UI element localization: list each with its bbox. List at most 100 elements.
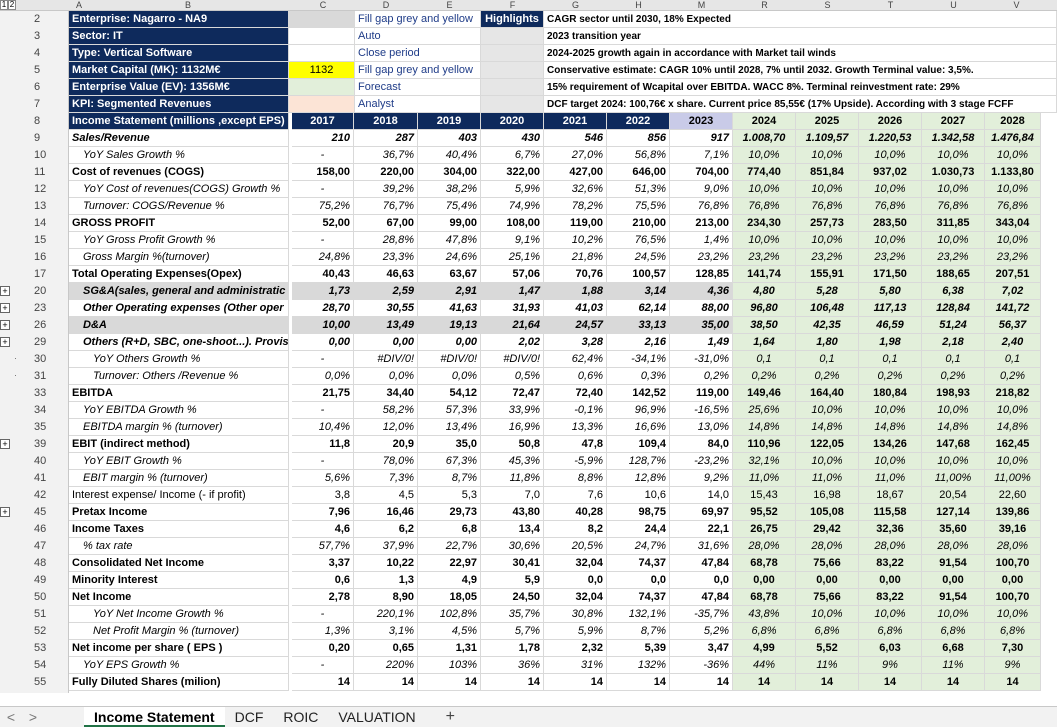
data-cell[interactable]: 31% [544,657,607,674]
data-cell[interactable]: 0,00 [418,334,481,351]
data-cell[interactable]: 10,0% [796,147,859,164]
data-cell[interactable]: 10,0% [922,147,985,164]
data-cell[interactable]: 1,3% [292,623,354,640]
data-cell[interactable]: 7,96 [292,504,354,521]
year-header[interactable]: 2018 [354,113,418,130]
data-cell[interactable]: 14 [544,674,607,691]
data-cell[interactable]: - [292,351,354,368]
data-cell[interactable]: 4,5 [354,487,418,504]
data-cell[interactable]: 75,66 [796,555,859,572]
row-number[interactable]: 15 [34,234,47,246]
data-cell[interactable]: 106,48 [796,300,859,317]
data-cell[interactable]: 427,00 [544,164,607,181]
data-cell[interactable]: -35,7% [670,606,733,623]
data-cell[interactable]: 21,75 [292,385,354,402]
outline-level-1-button[interactable]: 1 [0,0,8,10]
data-cell[interactable]: 141,72 [985,300,1041,317]
data-cell[interactable]: 35,0 [418,436,481,453]
data-cell[interactable]: 1,98 [859,334,922,351]
data-cell[interactable]: 30,55 [354,300,418,317]
data-cell[interactable]: 2,40 [985,334,1041,351]
data-cell[interactable]: 0,0% [418,368,481,385]
data-cell[interactable]: 29,73 [418,504,481,521]
data-cell[interactable]: 14 [796,674,859,691]
data-cell[interactable]: 10,0% [796,402,859,419]
data-cell[interactable]: 2,16 [607,334,670,351]
data-cell[interactable]: 322,00 [481,164,544,181]
data-cell[interactable]: 142,52 [607,385,670,402]
data-cell[interactable]: 132,1% [607,606,670,623]
column-header-u[interactable]: U [950,0,957,10]
row-number[interactable]: 45 [34,506,47,518]
data-cell[interactable]: 24,6% [418,249,481,266]
data-cell[interactable]: 0,2% [796,368,859,385]
row-number[interactable]: 6 [34,81,41,93]
row-label[interactable]: Fully Diluted Shares (milion) [69,674,289,691]
data-cell[interactable]: 42,35 [796,317,859,334]
data-cell[interactable]: 12,0% [354,419,418,436]
data-cell[interactable]: 40,28 [544,504,607,521]
data-cell[interactable]: 1.342,58 [922,130,985,147]
data-cell[interactable]: 28,0% [922,538,985,555]
data-cell[interactable]: 164,40 [796,385,859,402]
data-cell[interactable]: 46,59 [859,317,922,334]
data-cell[interactable]: 76,5% [607,232,670,249]
row-number[interactable]: 50 [34,591,47,603]
row-label[interactable]: YoY Cost of revenues(COGS) Growth % [69,181,289,198]
row-label[interactable]: Gross Margin %(turnover) [69,249,289,266]
row-label[interactable]: Interest expense/ Income (- if profit) [69,487,289,504]
data-cell[interactable]: 18,67 [859,487,922,504]
data-cell[interactable]: -23,2% [670,453,733,470]
data-cell[interactable]: 23,2% [922,249,985,266]
data-cell[interactable]: 28,0% [796,538,859,555]
data-cell[interactable]: 57,3% [418,402,481,419]
data-cell[interactable]: 283,50 [859,215,922,232]
data-cell[interactable]: 1,73 [292,283,354,300]
row-label[interactable]: YoY Gross Profit Growth % [69,232,289,249]
data-cell[interactable]: 22,1 [670,521,733,538]
data-cell[interactable]: 158,00 [292,164,354,181]
data-cell[interactable]: 14 [418,674,481,691]
data-cell[interactable]: 1.476,84 [985,130,1041,147]
data-cell[interactable]: 11,00% [922,470,985,487]
data-cell[interactable]: 32,1% [733,453,796,470]
data-cell[interactable]: 7,6 [544,487,607,504]
data-cell[interactable]: 20,54 [922,487,985,504]
data-cell[interactable]: 11,8 [292,436,354,453]
row-number[interactable]: 4 [34,47,41,59]
data-cell[interactable]: 9% [985,657,1041,674]
row-number[interactable]: 42 [34,489,47,501]
data-cell[interactable]: 2,18 [922,334,985,351]
data-cell[interactable]: 6,8% [985,623,1041,640]
data-cell[interactable]: 287 [354,130,418,147]
data-cell[interactable]: 0,6 [292,572,354,589]
data-cell[interactable]: 75,5% [607,198,670,215]
data-cell[interactable]: 41,03 [544,300,607,317]
data-cell[interactable]: 10,0% [859,606,922,623]
data-cell[interactable]: 6,03 [859,640,922,657]
data-cell[interactable]: 100,57 [607,266,670,283]
data-cell[interactable]: 0,00 [985,572,1041,589]
data-cell[interactable]: 8,8% [544,470,607,487]
data-cell[interactable]: 99,00 [418,215,481,232]
row-number[interactable]: 30 [34,353,47,365]
data-cell[interactable]: 1,47 [481,283,544,300]
data-cell[interactable]: 91,54 [922,589,985,606]
data-cell[interactable]: 147,68 [922,436,985,453]
data-cell[interactable]: 35,7% [481,606,544,623]
data-cell[interactable]: 22,60 [985,487,1041,504]
data-cell[interactable]: 10,0% [796,232,859,249]
data-cell[interactable]: 31,93 [481,300,544,317]
data-cell[interactable]: - [292,181,354,198]
data-cell[interactable]: 119,00 [670,385,733,402]
data-cell[interactable]: -34,1% [607,351,670,368]
data-cell[interactable]: 46,63 [354,266,418,283]
data-cell[interactable]: 76,8% [922,198,985,215]
data-cell[interactable]: 3,8 [292,487,354,504]
row-number[interactable]: 9 [34,132,41,144]
row-label[interactable]: % tax rate [69,538,289,555]
year-header[interactable]: 2023 [670,113,733,130]
row-label[interactable]: Turnover: COGS/Revenue % [69,198,289,215]
row-label[interactable]: Income Taxes [69,521,289,538]
year-header[interactable]: 2020 [481,113,544,130]
